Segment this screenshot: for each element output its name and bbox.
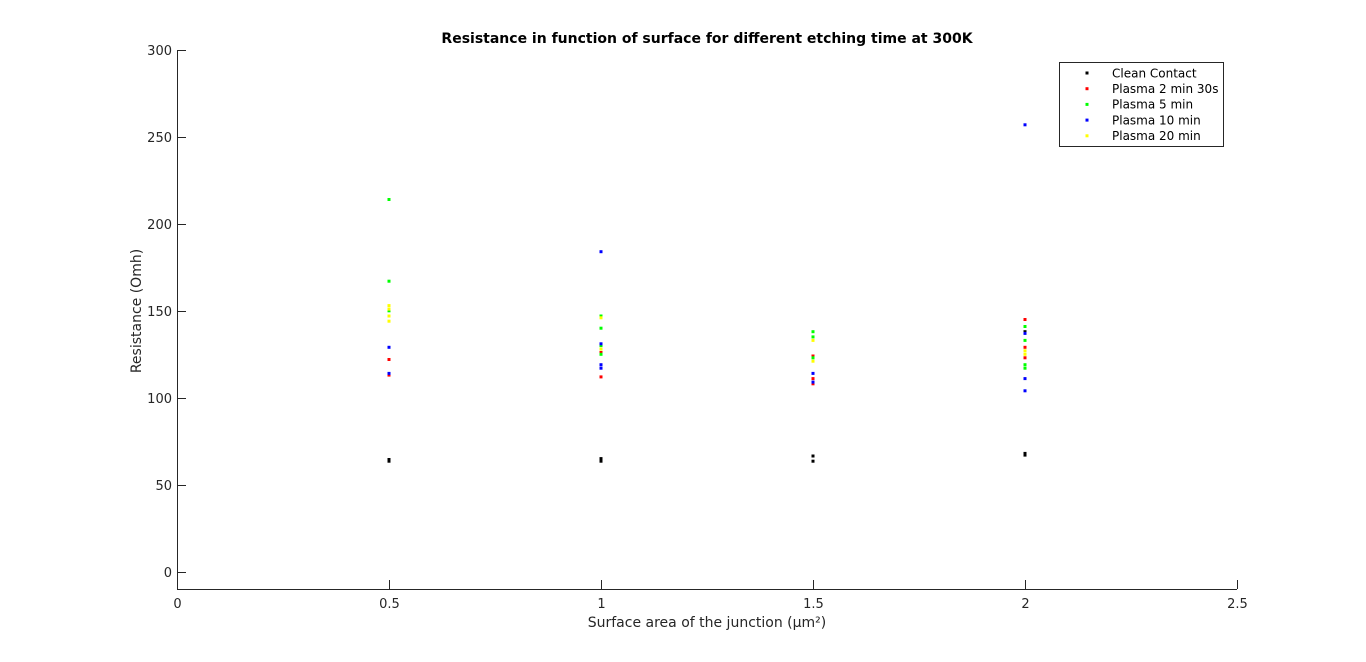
point-plasma-5-min bbox=[811, 335, 815, 339]
x-tick-label: 2.5 bbox=[1227, 597, 1248, 612]
legend-marker-clean-contact bbox=[1085, 71, 1089, 75]
axes bbox=[177, 50, 1237, 590]
x-tick-label: 1.5 bbox=[803, 597, 824, 612]
point-plasma-2-min-30s bbox=[599, 351, 603, 354]
y-tick-label: 300 bbox=[147, 44, 172, 59]
y-tick-label: 150 bbox=[147, 305, 172, 320]
y-axis-title: Resistance (Omh) bbox=[129, 249, 145, 373]
point-plasma-5-min bbox=[387, 279, 391, 283]
x-tick-label: 1 bbox=[597, 597, 605, 612]
point-plasma-10-min bbox=[599, 363, 603, 367]
x-tick-label: 0.5 bbox=[379, 597, 400, 612]
y-tick-label: 200 bbox=[147, 218, 172, 233]
point-plasma-20-min bbox=[599, 316, 603, 320]
point-plasma-20-min bbox=[387, 319, 391, 323]
point-plasma-20-min bbox=[387, 304, 391, 308]
y-tick-label: 100 bbox=[147, 392, 172, 407]
point-plasma-10-min bbox=[811, 371, 815, 375]
legend-marker-plasma-20-min bbox=[1085, 134, 1089, 138]
point-plasma-10-min bbox=[387, 345, 391, 349]
point-plasma-2-min-30s bbox=[1023, 318, 1027, 321]
point-plasma-20-min bbox=[811, 338, 815, 342]
point-plasma-20-min bbox=[1023, 352, 1027, 356]
x-axis-title: Surface area of the junction (µm²) bbox=[588, 615, 827, 631]
legend-items: Clean Contact Plasma 2 min 30s Plasma 5 mi… bbox=[1085, 66, 1218, 143]
point-plasma-10-min bbox=[599, 250, 603, 254]
point-clean-contact bbox=[1023, 330, 1027, 334]
point-plasma-5-min bbox=[599, 326, 603, 330]
point-plasma-2-min-30s bbox=[811, 377, 815, 381]
point-plasma-2-min-30s bbox=[599, 375, 603, 379]
point-plasma-10-min bbox=[1023, 331, 1027, 335]
legend-marker-plasma-10-min bbox=[1085, 118, 1089, 122]
point-plasma-10-min bbox=[1023, 123, 1027, 127]
y-tick-label: 0 bbox=[164, 566, 172, 581]
legend: Clean Contact Plasma 2 min 30s Plasma 5 mi… bbox=[1059, 62, 1224, 147]
point-clean-contact bbox=[1023, 451, 1027, 455]
point-plasma-10-min bbox=[387, 371, 391, 375]
point-plasma-5-min bbox=[811, 356, 815, 360]
chart-title: Resistance in function of surface for di… bbox=[441, 31, 973, 47]
legend-label-plasma-20-min: Plasma 20 min bbox=[1112, 129, 1201, 143]
point-plasma-2-min-30s bbox=[1023, 356, 1027, 360]
point-plasma-20-min bbox=[811, 359, 815, 363]
point-plasma-5-min bbox=[1023, 366, 1027, 370]
point-clean-contact bbox=[387, 459, 391, 463]
point-plasma-10-min bbox=[1023, 377, 1027, 381]
point-plasma-2-min-30s bbox=[811, 382, 815, 386]
point-plasma-5-min bbox=[387, 198, 391, 201]
point-plasma-5-min bbox=[599, 344, 603, 348]
legend-label-plasma-10-min: Plasma 10 min bbox=[1112, 113, 1201, 127]
point-clean-contact bbox=[387, 458, 391, 461]
legend-marker-plasma-2-min-30s bbox=[1085, 87, 1089, 91]
legend-label-plasma-2-min-30s: Plasma 2 min 30s bbox=[1112, 82, 1218, 96]
legend-label-clean-contact: Clean Contact bbox=[1112, 66, 1197, 80]
point-plasma-5-min bbox=[1023, 363, 1027, 367]
legend-label-plasma-5-min: Plasma 5 min bbox=[1112, 98, 1193, 112]
point-clean-contact bbox=[811, 459, 815, 463]
point-plasma-20-min bbox=[387, 307, 391, 311]
x-ticks: 0 0.5 1 1.5 2 2.5 bbox=[173, 580, 1248, 612]
point-plasma-20-min bbox=[387, 314, 391, 318]
legend-marker-plasma-5-min bbox=[1085, 102, 1089, 106]
y-tick-label: 250 bbox=[147, 131, 172, 146]
point-plasma-5-min bbox=[1023, 325, 1027, 328]
point-plasma-2-min-30s bbox=[387, 358, 391, 361]
y-ticks: 0 50 100 150 200 250 300 bbox=[147, 44, 186, 581]
point-plasma-5-min bbox=[599, 352, 603, 356]
point-plasma-5-min bbox=[387, 309, 391, 313]
x-tick-label: 0 bbox=[173, 597, 181, 612]
point-plasma-10-min bbox=[599, 342, 603, 346]
data-points bbox=[387, 123, 1027, 463]
point-plasma-10-min bbox=[599, 366, 603, 370]
point-plasma-2-min-30s bbox=[1023, 345, 1027, 349]
point-plasma-20-min bbox=[599, 347, 603, 351]
point-plasma-2-min-30s bbox=[387, 373, 391, 377]
point-clean-contact bbox=[599, 457, 603, 461]
x-tick-label: 2 bbox=[1021, 597, 1029, 612]
point-plasma-5-min bbox=[1023, 338, 1027, 342]
point-plasma-20-min bbox=[1023, 349, 1027, 353]
y-tick-label: 50 bbox=[155, 479, 172, 494]
point-plasma-10-min bbox=[1023, 389, 1027, 393]
point-clean-contact bbox=[1023, 453, 1027, 457]
point-plasma-5-min bbox=[599, 314, 603, 318]
point-plasma-2-min-30s bbox=[811, 354, 815, 358]
point-clean-contact bbox=[599, 459, 603, 463]
point-plasma-5-min bbox=[811, 330, 815, 334]
point-clean-contact bbox=[811, 454, 815, 458]
point-plasma-10-min bbox=[811, 380, 815, 384]
